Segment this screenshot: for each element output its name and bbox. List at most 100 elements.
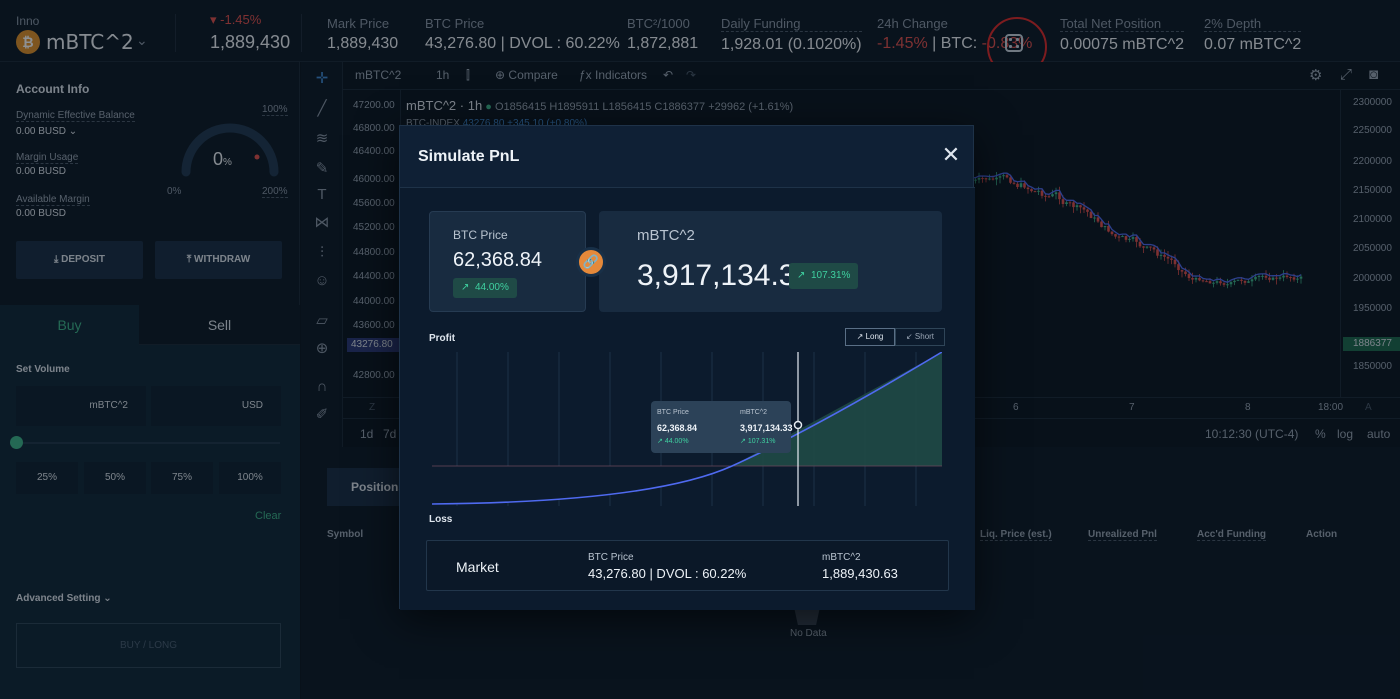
candle-body (1156, 249, 1159, 256)
stat-mark-price: Mark Price 1,889,430 (327, 16, 399, 52)
candle-body (1173, 259, 1177, 265)
fullscreen-icon[interactable]: ⤢ (1340, 66, 1353, 83)
emoji-icon[interactable]: ☺ (314, 272, 330, 289)
log-scale-button[interactable]: log (1337, 427, 1354, 441)
candle-body (977, 178, 981, 180)
order-form: Set Volume mBTC^2 USD 25% 50% 75% 100% C… (0, 345, 300, 699)
short-toggle[interactable]: ↙ Short (895, 328, 945, 346)
candle-body (1285, 275, 1289, 278)
set-volume-label: Set Volume (16, 364, 70, 375)
candle-body (1065, 202, 1068, 205)
candle-body (1124, 236, 1128, 240)
indicators-button[interactable]: ƒx Indicators (579, 68, 648, 82)
deposit-button[interactable]: ⤓ DEPOSIT (16, 241, 143, 279)
candle-body (1198, 278, 1201, 281)
candle-body (1138, 241, 1142, 247)
candle-body (1271, 277, 1275, 280)
volume-input-usd[interactable]: USD (151, 386, 281, 426)
fib-icon[interactable]: ≋ (315, 130, 329, 147)
text-icon[interactable]: T (317, 186, 327, 203)
candle-body (1135, 237, 1138, 242)
pnl-curve-chart[interactable] (432, 352, 942, 506)
percent-scale-button[interactable]: % (1315, 427, 1326, 441)
candle-body (1282, 275, 1285, 278)
product-change-badge: ↗ 107.31% (789, 263, 859, 289)
candle-body (1184, 271, 1187, 275)
camera-icon[interactable]: ◙ (1369, 66, 1379, 83)
candle-body (1110, 231, 1114, 235)
candle-body (1233, 280, 1236, 283)
candle-body (1264, 275, 1268, 278)
candle-body (1212, 282, 1215, 284)
col-symbol: Symbol (327, 529, 364, 540)
tab-sell[interactable]: Sell (139, 305, 300, 345)
brush-icon[interactable]: ✎ (315, 160, 329, 177)
right-price-axis[interactable]: 2300000 2250000 2200000 2150000 2100000 … (1340, 90, 1400, 397)
candle-body (1261, 275, 1264, 277)
range-7d-button[interactable]: 7d (383, 427, 397, 441)
market-label: Market (456, 559, 499, 575)
link-icon[interactable]: 🔗 (576, 247, 606, 277)
candle-body (1082, 207, 1086, 210)
volume-input-mbtc[interactable]: mBTC^2 (16, 386, 146, 426)
trendline-icon[interactable]: ╱ (317, 100, 327, 117)
candle-body (1121, 236, 1124, 238)
btc-price-card[interactable]: BTC Price 62,368.84 ↗ 44.00% (429, 211, 586, 312)
close-icon[interactable]: ✕ (941, 142, 961, 167)
candle-body (995, 177, 998, 180)
product-value[interactable]: 3,917,134.33 (637, 259, 813, 292)
chevron-down-icon[interactable]: ⌄ (136, 32, 148, 48)
long-toggle[interactable]: ↗ Long (845, 328, 895, 346)
candle-body (1093, 217, 1096, 219)
btc-change-badge: ↗ 44.00% (453, 278, 517, 298)
candle-body (1299, 276, 1303, 279)
undo-icon[interactable]: ↶ (663, 68, 674, 82)
chart-symbol[interactable]: mBTC^2 (355, 68, 402, 82)
pattern-icon[interactable]: ⋈ (314, 214, 330, 231)
candle-body (1131, 237, 1135, 239)
available-margin-value: 0.00 BUSD (16, 208, 67, 219)
candle-body (1114, 234, 1117, 237)
withdraw-button[interactable]: ⤒ WITHDRAW (155, 241, 282, 279)
measure-icon[interactable]: ⫶ (320, 244, 324, 261)
product-price-card[interactable]: mBTC^2 3,917,134.33 ↗ 107.31% (599, 211, 942, 312)
candle-body (1201, 280, 1205, 282)
candle-body (1054, 192, 1058, 195)
tab-buy[interactable]: Buy (0, 305, 139, 345)
candle-body (1205, 281, 1208, 283)
candle-body (1037, 190, 1040, 192)
candle-type-icon[interactable]: ⫿ (466, 68, 470, 82)
cursor-point (793, 420, 803, 430)
candle-body (1100, 221, 1103, 228)
lock-drawing-icon[interactable]: ✐ (315, 406, 329, 423)
clear-button[interactable]: Clear (255, 510, 282, 522)
pct-25-button[interactable]: 25% (16, 462, 78, 494)
col-liq-price: Liq. Price (est.) (980, 529, 1052, 541)
pct-50-button[interactable]: 50% (84, 462, 146, 494)
pct-75-button[interactable]: 75% (151, 462, 213, 494)
symbol-name: mBTC^2 (46, 30, 134, 54)
buy-long-button[interactable]: BUY / LONG (16, 623, 281, 668)
zoom-icon[interactable]: ⊕ (315, 340, 329, 357)
interval-button[interactable]: 1h (436, 68, 450, 82)
volume-slider-track[interactable] (16, 442, 280, 444)
candle-body (998, 176, 1002, 178)
pct-100-button[interactable]: 100% (219, 462, 281, 494)
auto-scale-button[interactable]: auto (1367, 427, 1391, 441)
last-price: 1,889,430 (210, 32, 291, 52)
magnet-icon[interactable]: ∩ (316, 378, 328, 395)
redo-icon[interactable]: ↷ (686, 68, 697, 82)
symbol-selector[interactable]: Inno ₿ mBTC^2 ⌄ (16, 12, 176, 56)
btc-price-value[interactable]: 62,368.84 (453, 249, 542, 271)
crosshair-icon[interactable]: ✛ (315, 70, 329, 87)
candle-body (1254, 276, 1257, 280)
advanced-setting-toggle[interactable]: Advanced Setting ⌄ (16, 593, 112, 604)
candle-body (991, 178, 995, 180)
exchange-label: Inno (16, 14, 40, 28)
compare-button[interactable]: ⊕ Compare (495, 68, 558, 82)
range-1d-button[interactable]: 1d (360, 427, 374, 441)
gear-icon[interactable]: ⚙ (1309, 67, 1323, 84)
ruler-icon[interactable]: ▱ (316, 312, 328, 329)
dynamic-balance-value[interactable]: 0.00 BUSD ⌄ (16, 126, 78, 137)
volume-slider-handle[interactable] (10, 436, 23, 449)
